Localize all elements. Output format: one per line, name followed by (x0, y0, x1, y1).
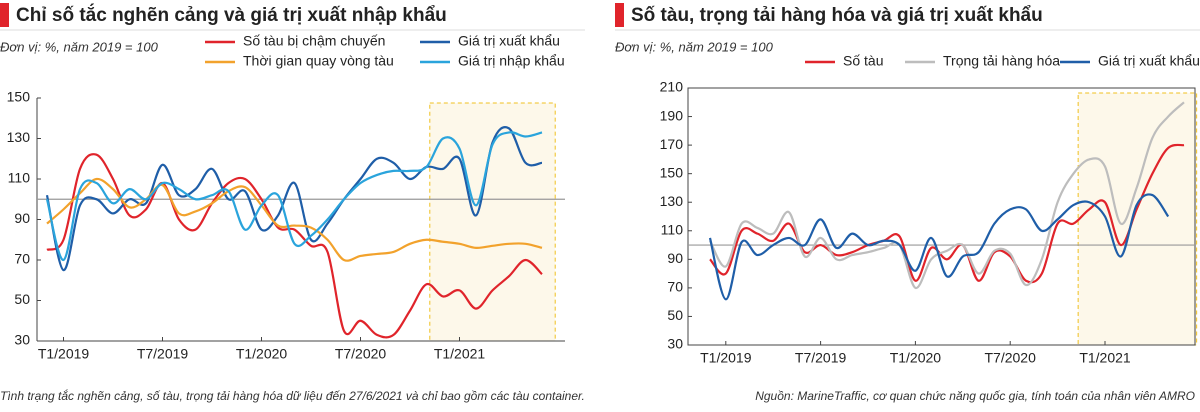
x-tick-label: T1/2020 (890, 350, 942, 366)
series-line (709, 143, 1185, 284)
legend-label: Giá trị xuất khẩu (458, 33, 560, 49)
highlight-box (1077, 92, 1198, 346)
y-tick-label: 130 (7, 129, 31, 145)
y-tick-label: 70 (667, 279, 683, 295)
unit-label: Đơn vị: %, năm 2019 = 100 (0, 39, 159, 54)
x-tick-label: T7/2020 (985, 350, 1037, 366)
y-tick-label: 70 (14, 251, 30, 267)
series-line (708, 193, 1170, 301)
legend-label: Số tàu (843, 53, 883, 69)
y-tick-label: 110 (661, 221, 684, 237)
note: Tình trạng tắc nghẽn cảng, số tàu, trọng… (0, 388, 585, 403)
series-line (709, 101, 1185, 289)
y-tick-label: 50 (14, 291, 30, 307)
x-tick-label: T7/2019 (795, 350, 847, 366)
highlight-box (429, 102, 556, 342)
x-tick-label: T1/2021 (1079, 350, 1131, 366)
y-tick-label: 190 (660, 107, 684, 123)
series-line (46, 177, 543, 262)
x-tick-label: T1/2019 (38, 346, 90, 362)
y-tick-label: 50 (667, 307, 683, 323)
unit-label: Đơn vị: %, năm 2019 = 100 (615, 39, 774, 54)
legend-label: Trọng tải hàng hóa (943, 53, 1060, 69)
legend-label: Giá trị xuất khẩu (1098, 53, 1200, 69)
y-tick-label: 170 (660, 136, 684, 152)
y-tick-label: 110 (8, 170, 31, 186)
title-marker (0, 3, 9, 27)
x-tick-label: T1/2020 (236, 346, 288, 362)
plot-frame (687, 87, 1196, 346)
y-tick-label: 30 (14, 332, 30, 348)
legend-label: Giá trị nhập khẩu (458, 53, 565, 69)
x-tick-label: T1/2019 (700, 350, 752, 366)
x-tick-label: T7/2020 (335, 346, 387, 362)
y-tick-label: 90 (667, 250, 683, 266)
x-tick-label: T1/2021 (434, 346, 486, 362)
legend-label: Số tàu bị chậm chuyến (243, 33, 385, 49)
note: Nguồn: MarineTraffic, cơ quan chức năng … (755, 389, 1195, 403)
y-tick-label: 210 (660, 79, 684, 95)
chart-title: Chỉ số tắc nghẽn cảng và giá trị xuất nh… (16, 4, 447, 26)
y-tick-label: 90 (14, 210, 30, 226)
y-tick-label: 150 (7, 89, 31, 105)
chart-title: Số tàu, trọng tải hàng hóa và giá trị xu… (631, 5, 1043, 26)
x-tick-label: T7/2019 (137, 346, 189, 362)
y-tick-label: 130 (660, 193, 684, 209)
series-line (46, 153, 543, 339)
y-tick-label: 150 (660, 164, 684, 180)
title-marker (615, 3, 624, 27)
y-tick-label: 30 (667, 336, 683, 352)
legend-label: Thời gian quay vòng tàu (243, 53, 394, 69)
series-line (45, 126, 543, 272)
series-line (45, 131, 543, 262)
